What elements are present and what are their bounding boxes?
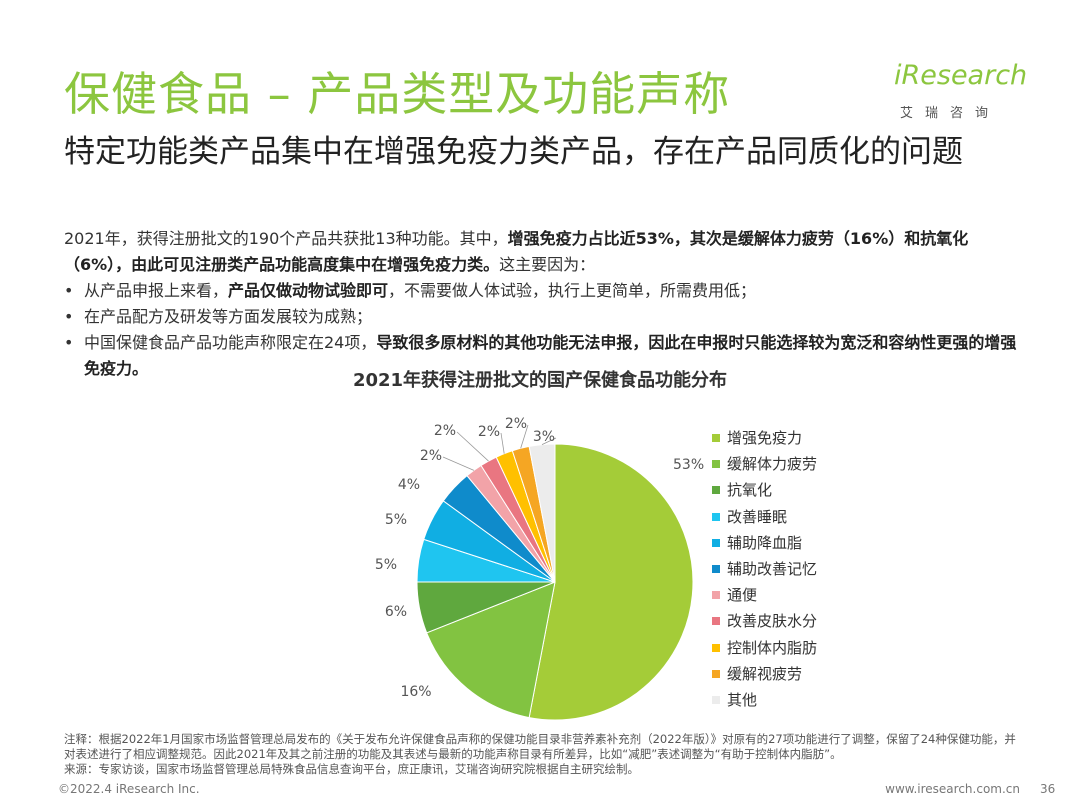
pie-leader-line-9: [520, 424, 529, 449]
page-number: 36: [1040, 782, 1056, 796]
legend-item-7: 改善皮肤水分: [712, 611, 817, 637]
legend-swatch-8: [712, 643, 720, 652]
legend-swatch-1: [712, 460, 720, 469]
legend-label-8: 控制体内脂肪: [727, 638, 818, 657]
bullet-item-2: 在产品配方及研发等方面发展较为成熟；: [64, 304, 1024, 330]
pie-label-9: 2%: [505, 416, 527, 432]
intro-paragraph: 2021年，获得注册批文的190个产品共获批13种功能。其中，增强免疫力占比近5…: [64, 226, 1024, 278]
pie-leader-line-10: [541, 437, 557, 445]
pie-leader-line-7: [456, 431, 489, 462]
footnote: 注释：根据2022年1月国家市场监督管理总局发布的《关于发布允许保健食品声称的保…: [64, 732, 1024, 777]
bullet-1-bold: 产品仅做动物试验即可: [228, 281, 389, 300]
legend-item-1: 缓解体力疲劳: [712, 454, 817, 480]
footnote-source: 来源：专家访谈，国家市场监督管理总局特殊食品信息查询平台，庶正康讯，艾瑞咨询研究…: [64, 762, 639, 776]
bullet-3-text: 中国保健食品产品功能声称限定在24项，: [84, 333, 377, 352]
legend-swatch-4: [712, 538, 720, 547]
logo-brand-text: iResearch: [894, 60, 1028, 91]
legend-label-3: 改善睡眠: [727, 507, 788, 526]
legend-swatch-3: [712, 512, 720, 521]
pie-slice-0: [528, 443, 694, 721]
legend-label-0: 增强免疫力: [727, 429, 803, 447]
legend-swatch-9: [712, 669, 720, 678]
pie-label-7: 2%: [434, 423, 456, 439]
legend-swatch-7: [712, 617, 720, 626]
legend-swatch-2: [712, 486, 720, 495]
pie-label-4: 5%: [385, 512, 407, 528]
pie-label-0: 53%: [673, 457, 704, 473]
pie-label-5: 4%: [398, 477, 420, 493]
legend-item-0: 增强免疫力: [712, 428, 817, 454]
bullet-item-3: 中国保健食品产品功能声称限定在24项，导致很多原材料的其他功能无法申报，因此在申…: [64, 330, 1024, 382]
legend-label-1: 缓解体力疲劳: [727, 455, 818, 474]
legend-label-6: 通便: [727, 586, 758, 605]
footnote-note: 注释：根据2022年1月国家市场监督管理总局发布的《关于发布允许保健食品声称的保…: [64, 732, 1016, 761]
pie-leader-line-6: [442, 456, 475, 471]
legend-label-5: 辅助改善记忆: [727, 559, 818, 578]
bullet-item-1: 从产品申报上来看，产品仅做动物试验即可，不需要做人体试验，执行上更简单，所需费用…: [64, 278, 1024, 304]
bullet-1-text: 从产品申报上来看，: [84, 281, 229, 300]
legend-item-3: 改善睡眠: [712, 507, 817, 533]
legend-swatch-10: [712, 695, 720, 704]
iresearch-logo: iResearch 艾瑞咨询: [894, 60, 1028, 121]
intro-bold-text: 增强免疫力占比近53%，其次是缓解体力疲劳（16%）和抗氧化（6%），由此可见注…: [64, 229, 969, 274]
pie-label-3: 5%: [375, 557, 397, 573]
legend-label-10: 其他: [727, 690, 758, 709]
pie-label-2: 6%: [385, 604, 407, 620]
pie-label-10: 3%: [533, 429, 555, 445]
logo-brand-cn: 艾瑞咨询: [900, 106, 1001, 121]
chart-legend: 增强免疫力缓解体力疲劳 抗氧化改善睡眠辅助降血脂辅助改善记忆 通便改善皮肤水分 控制体…: [712, 428, 817, 716]
pie-label-1: 16%: [400, 684, 431, 700]
legend-item-9: 缓解视疲劳: [712, 664, 817, 690]
legend-label-7: 改善皮肤水分: [727, 612, 818, 631]
bullet-1-text-end: ，不需要做人体试验，执行上更简单，所需费用低；: [388, 281, 757, 300]
legend-item-8: 控制体内脂肪: [712, 638, 817, 664]
pie-label-8: 2%: [478, 424, 500, 440]
page-subtitle: 特定功能类产品集中在增强免疫力类产品，存在产品同质化的问题: [64, 134, 963, 170]
chart-title: 2021年获得注册批文的国产保健食品功能分布: [352, 370, 728, 391]
legend-swatch-0: [712, 434, 720, 442]
legend-item-2: 抗氧化: [712, 480, 817, 506]
legend-label-4: 辅助降血脂: [727, 533, 803, 552]
bullet-2-text: 在产品配方及研发等方面发展较为成熟；: [84, 307, 373, 326]
legend-item-4: 辅助降血脂: [712, 533, 817, 559]
intro-text-end: 这主要因为：: [499, 255, 596, 274]
legend-item-6: 通便: [712, 585, 817, 611]
legend-item-5: 辅助改善记忆: [712, 559, 817, 585]
pie-slice-1: [426, 581, 556, 719]
intro-text: 2021年，获得注册批文的190个产品共获批13种功能。其中，: [64, 229, 508, 248]
legend-item-10: 其他: [712, 690, 817, 716]
legend-swatch-6: [712, 591, 720, 600]
pie-leader-line-8: [500, 432, 505, 454]
legend-label-9: 缓解视疲劳: [727, 664, 803, 683]
footer-website: www.iresearch.com.cn: [885, 782, 1020, 796]
body-text: 2021年，获得注册批文的190个产品共获批13种功能。其中，增强免疫力占比近5…: [64, 226, 1024, 382]
page-title: 保健食品 – 产品类型及功能声称: [64, 67, 731, 121]
footer-copyright: ©2022.4 iResearch Inc.: [58, 782, 200, 796]
legend-label-2: 抗氧化: [727, 481, 773, 500]
bullet-3-bold: 导致很多原材料的其他功能无法申报，因此在申报时只能选择较为宽泛和容纳性更强的增强…: [84, 333, 1017, 378]
pie-label-6: 2%: [420, 448, 442, 464]
legend-swatch-5: [712, 564, 720, 573]
